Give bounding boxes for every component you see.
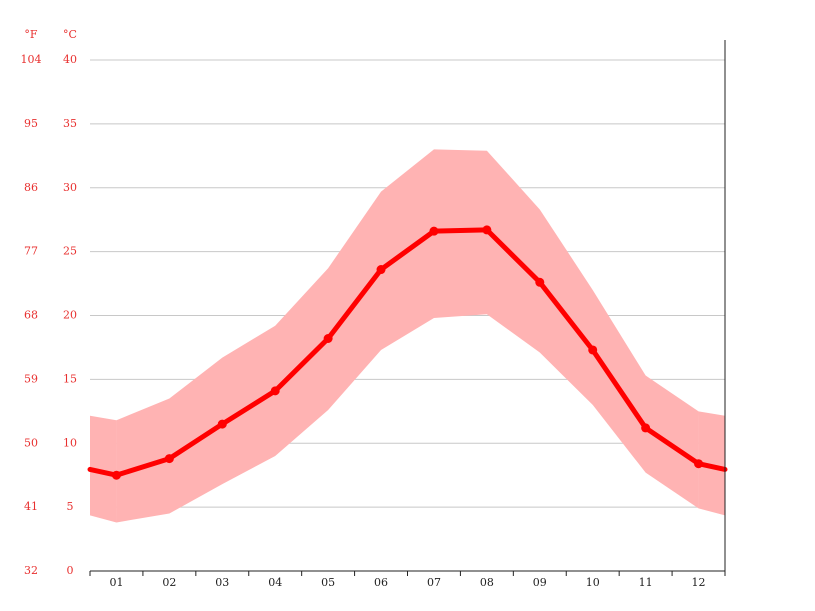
x-tick-label: 12 xyxy=(692,576,706,589)
y-tick-label: 30 xyxy=(63,181,77,194)
x-tick-label: 09 xyxy=(533,576,547,589)
y-tick-label: 35 xyxy=(63,117,77,130)
y2-tick-label: 104 xyxy=(21,53,42,66)
y-tick-label: 10 xyxy=(63,436,77,449)
y-tick-label: 5 xyxy=(67,500,74,513)
line-edge xyxy=(87,466,119,478)
point xyxy=(111,470,121,480)
y-tick-label: 40 xyxy=(63,53,77,66)
line-edge xyxy=(696,461,728,472)
x-tick-label: 11 xyxy=(639,576,653,589)
y2-tick-label: 32 xyxy=(24,564,38,577)
y2-tick-label: 86 xyxy=(24,181,38,194)
y2-tick-label: 50 xyxy=(24,436,38,449)
y-tick-label: 15 xyxy=(63,372,77,385)
x-tick-label: 01 xyxy=(109,576,123,589)
point xyxy=(164,454,174,464)
y2-tick-label: 68 xyxy=(24,309,38,322)
mean-line xyxy=(115,227,700,478)
point xyxy=(270,386,280,396)
x-tick-label: 02 xyxy=(162,576,176,589)
x-tick-label: 10 xyxy=(586,576,600,589)
y-unit: °C xyxy=(63,28,77,41)
range-band-edge xyxy=(698,411,725,516)
point xyxy=(323,333,333,343)
x-tick-label: 04 xyxy=(268,576,282,589)
y-tick-label: 25 xyxy=(63,245,77,258)
point xyxy=(429,226,439,236)
point xyxy=(482,225,492,235)
range-band-edge xyxy=(90,415,117,523)
point xyxy=(694,459,704,469)
point xyxy=(376,265,386,275)
y2-tick-label: 95 xyxy=(24,117,38,130)
x-tick-label: 07 xyxy=(427,576,441,589)
point xyxy=(641,423,651,433)
x-tick-label: 08 xyxy=(480,576,494,589)
y-tick-label: 20 xyxy=(63,309,77,322)
x-tick-label: 05 xyxy=(321,576,335,589)
y2-unit: °F xyxy=(24,28,38,41)
x-tick-label: 06 xyxy=(374,576,388,589)
y2-tick-label: 77 xyxy=(24,245,38,258)
range-band xyxy=(116,149,699,523)
y2-tick-label: 41 xyxy=(24,500,38,513)
point xyxy=(588,345,598,355)
y2-tick-label: 59 xyxy=(24,372,38,385)
y-tick-label: 0 xyxy=(67,564,74,577)
point xyxy=(217,419,227,429)
x-tick-label: 03 xyxy=(215,576,229,589)
point xyxy=(535,277,545,287)
